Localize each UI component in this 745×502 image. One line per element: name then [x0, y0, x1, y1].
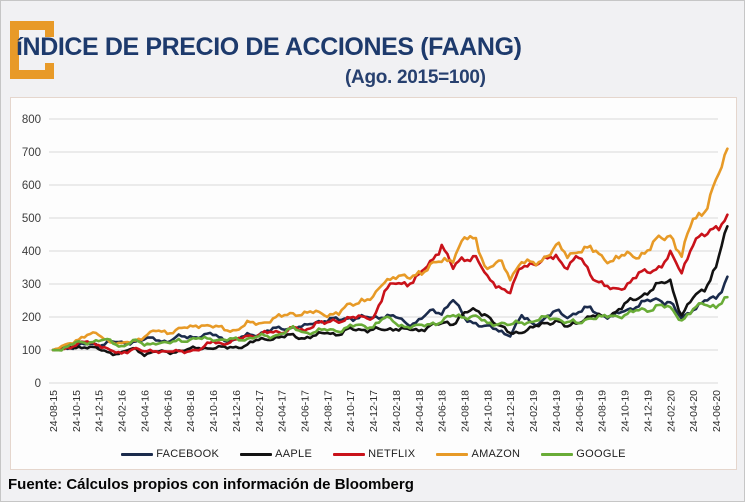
legend-swatch-amazon [436, 452, 469, 456]
x-axis-tick-label: 24-06-17 [299, 390, 311, 432]
chart-panel: 0 100 200 300 400 500 600 700 800 24-08-15 24-10-1… [10, 97, 737, 470]
series-line-netflix [51, 213, 729, 355]
x-axis-tick-label: 24-06-18 [437, 390, 449, 432]
x-axis-tick-label: 24-02-16 [117, 390, 129, 432]
x-axis-tick-label: 24-12-19 [642, 390, 654, 432]
x-axis-tick-label: 24-04-19 [551, 390, 563, 432]
x-axis-tick-label: 24-08-16 [185, 390, 197, 432]
legend-item-netflix: NETFLIX [333, 448, 415, 460]
y-axis-tick-label: 100 [22, 345, 41, 357]
legend-item-amazon: AMAZON [436, 448, 520, 460]
y-axis-tick-label: 800 [22, 114, 41, 126]
x-axis-tick-label: 24-08-19 [597, 390, 609, 432]
x-axis-tick-label: 24-04-18 [414, 390, 426, 432]
x-axis-tick-label: 24-12-15 [94, 390, 106, 432]
x-axis-tick-label: 24-04-17 [277, 390, 289, 432]
x-axis-tick-label: 24-10-17 [345, 390, 357, 432]
x-axis-tick-label: 24-04-16 [139, 390, 151, 432]
y-axis-tick-label: 300 [22, 279, 41, 291]
legend-swatch-google [541, 452, 574, 456]
x-axis-tick-label: 24-12-17 [368, 390, 380, 432]
series-line-amazon [51, 147, 729, 352]
x-axis-tick-label: 24-04-20 [688, 390, 700, 432]
x-axis-tick-label: 24-08-15 [48, 390, 60, 432]
y-axis-tick-label: 400 [22, 246, 41, 258]
faang-line-chart: 0 100 200 300 400 500 600 700 800 24-08-15 24-10-1… [22, 114, 729, 432]
x-axis-tick-label: 24-08-18 [460, 390, 472, 432]
x-axis-tick-label: 24-10-15 [71, 390, 83, 432]
legend-item-aaple: AAPLE [240, 448, 312, 460]
x-axis-tick-label: 24-12-18 [505, 390, 517, 432]
x-axis-tick-label: 24-12-16 [231, 390, 243, 432]
x-axis-tick-label: 24-06-20 [711, 390, 723, 432]
legend-label: GOOGLE [576, 448, 626, 460]
legend-label: FACEBOOK [156, 448, 220, 460]
series-line-google [51, 295, 729, 352]
x-axis-tick-label: 24-02-19 [528, 390, 540, 432]
x-axis-tick-label: 24-02-17 [254, 390, 266, 432]
orange-bracket-logo [10, 21, 54, 79]
legend-item-facebook: FACEBOOK [121, 448, 219, 460]
legend-swatch-aaple [240, 452, 273, 456]
x-axis-tick-label: 24-10-18 [482, 390, 494, 432]
x-axis-tick-label: 24-08-17 [322, 390, 334, 432]
y-axis-tick-label: 200 [22, 312, 41, 324]
x-axis-tick-label: 24-02-18 [391, 390, 403, 432]
legend-item-google: GOOGLE [541, 448, 625, 460]
legend-label: AAPLE [275, 448, 313, 460]
legend-label: AMAZON [471, 448, 521, 460]
y-axis-tick-label: 500 [22, 213, 41, 225]
x-axis-tick-label: 24-10-16 [208, 390, 220, 432]
legend-swatch-netflix [333, 452, 366, 456]
chart-subtitle: (Ago. 2015=100) [345, 67, 486, 88]
x-axis-tick-label: 24-06-19 [574, 390, 586, 432]
x-axis-tick-label: 24-02-20 [665, 390, 677, 432]
x-axis-tick-label: 24-10-19 [620, 390, 632, 432]
legend-swatch-facebook [121, 452, 154, 456]
y-axis-tick-label: 700 [22, 147, 41, 159]
legend-label: NETFLIX [368, 448, 416, 460]
series-line-aaple [51, 225, 729, 358]
y-axis-tick-label: 600 [22, 180, 41, 192]
y-axis-tick-label: 0 [35, 378, 41, 390]
source-note: Fuente: Cálculos propios con información… [8, 476, 414, 493]
page-title: íNDICE DE PRECIO DE ACCIONES (FAANG) [16, 33, 522, 61]
chart-legend: FACEBOOK AAPLE NETFLIX AMAZON GOOGLE [11, 443, 736, 465]
x-axis-tick-label: 24-06-16 [162, 390, 174, 432]
